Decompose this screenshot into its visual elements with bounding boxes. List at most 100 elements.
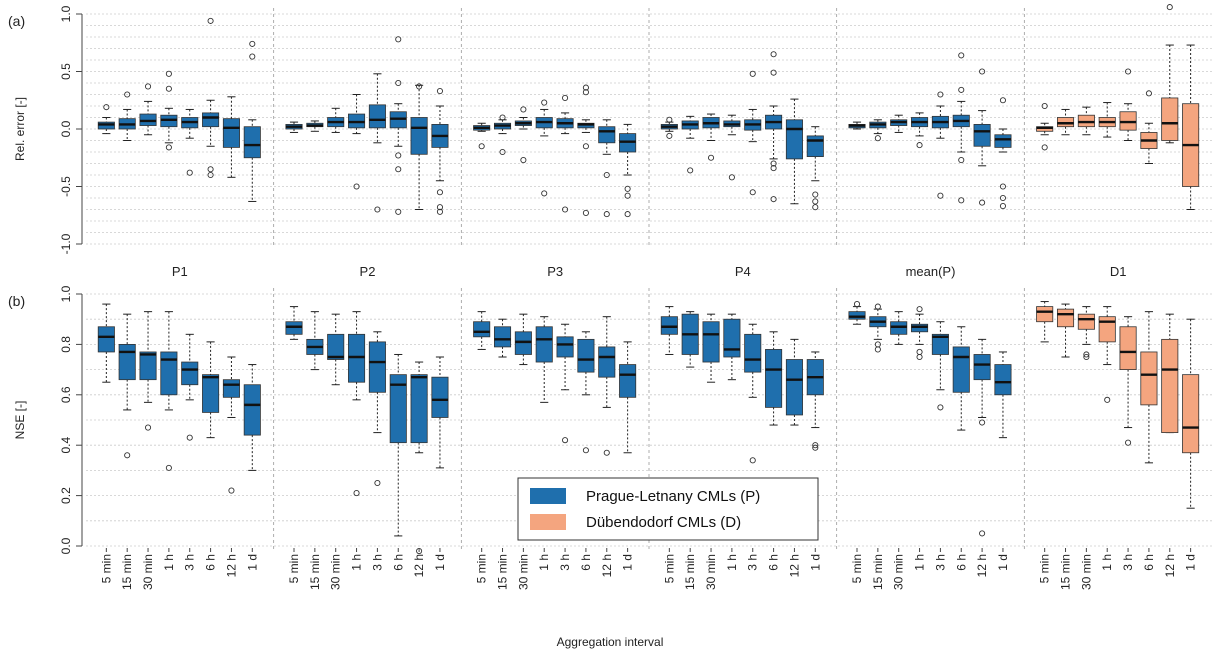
outlier-point (1104, 396, 1111, 403)
x-tick-label: 1 d (1184, 554, 1198, 571)
outlier-point (395, 79, 402, 87)
x-axis-title: Aggregation interval (557, 635, 664, 649)
x-tick-label: 5 min (287, 554, 301, 583)
outlier-point (541, 99, 548, 106)
outlier-point (999, 183, 1007, 190)
outlier-point (582, 447, 589, 454)
x-tick-label: 12 h (975, 554, 989, 577)
y-tick-label: 0.4 (59, 437, 73, 454)
box (389, 374, 407, 444)
outlier-point (416, 83, 423, 90)
x-tick-label: 30 min (892, 554, 906, 590)
outlier-point (624, 185, 631, 192)
group-label: P3 (547, 264, 563, 279)
legend-label: Prague-Letnany CMLs (P) (586, 488, 760, 505)
x-tick-label: 30 min (1079, 554, 1093, 590)
x-tick-label: 1 h (350, 554, 364, 571)
outlier-point (353, 183, 360, 190)
y-tick-label: -0.5 (59, 176, 73, 197)
box (1161, 97, 1179, 141)
box (368, 104, 386, 129)
outlier-point (436, 189, 444, 196)
outlier-point (541, 190, 548, 197)
outlier-point (207, 17, 214, 24)
outlier-point (186, 169, 193, 176)
x-tick-label: 6 h (1142, 554, 1156, 571)
box (535, 326, 553, 363)
outlier-point (207, 166, 214, 173)
outlier-point (874, 346, 881, 353)
outlier-point (207, 171, 214, 179)
box (1182, 374, 1200, 454)
outlier-point (520, 156, 527, 164)
x-tick-label: 5 min (99, 554, 113, 583)
y-tick-label: 0.6 (59, 386, 73, 403)
outlier-point (165, 144, 172, 151)
y-axis-title: Rel. error [-] (13, 97, 27, 161)
outlier-point (603, 211, 610, 218)
box (890, 321, 908, 335)
x-tick-label: 12 h (600, 554, 614, 577)
outlier-point (999, 194, 1007, 202)
box (493, 326, 512, 348)
legend: Prague-Letnany CMLs (P) Dübendodorf CMLs … (517, 477, 819, 541)
panel-label: (a) (8, 13, 25, 29)
outlier-point (666, 132, 673, 139)
outlier-point (249, 53, 256, 60)
x-tick-label: 6 h (391, 554, 405, 571)
box (1161, 338, 1179, 433)
group-label: P1 (172, 264, 188, 279)
x-tick-label: 3 h (183, 554, 197, 571)
group-label: mean(P) (906, 264, 956, 279)
outlier-point (1125, 439, 1132, 446)
box (952, 346, 970, 393)
outlier-point (144, 83, 152, 90)
outlier-point (562, 437, 569, 444)
x-tick-label: 12 h (1163, 554, 1177, 577)
outlier-point (624, 211, 631, 218)
x-tick-label: 5 min (662, 554, 676, 583)
box (1077, 313, 1095, 330)
panel-relative-error: -1.0 -0.5 0.0 0.5 1.0 Rel. error [-] (a) P1 P2 P3… (8, 4, 1212, 279)
y-tick-label: 0.0 (59, 120, 73, 137)
outlier-point (582, 209, 589, 216)
outlier-point (1041, 144, 1048, 151)
outlier-point (228, 487, 235, 494)
x-tick-label: 15 min (683, 554, 697, 590)
box (1036, 306, 1054, 323)
outlier-point (770, 69, 777, 76)
outlier-point (812, 204, 819, 211)
outlier-point (979, 68, 986, 75)
outlier-point (979, 199, 986, 206)
y-tick-label: 0.5 (59, 63, 73, 80)
box (1140, 351, 1158, 406)
outlier-point (1166, 4, 1173, 11)
box (723, 318, 741, 358)
outlier-point (979, 530, 986, 537)
box (598, 126, 616, 144)
outlier-point (770, 196, 777, 203)
outlier-point (436, 204, 444, 211)
box (181, 361, 199, 386)
outlier-point (582, 143, 589, 150)
outlier-point (582, 84, 589, 91)
box (348, 333, 366, 383)
x-tick-label: 1 h (725, 554, 739, 571)
panel-label: (b) (8, 293, 25, 309)
x-tick-label: 1 d (433, 554, 447, 571)
outlier-point (770, 160, 777, 167)
box (931, 333, 949, 355)
outlier-point (687, 167, 694, 174)
outlier-point (770, 165, 777, 172)
box (514, 331, 532, 355)
y-tick-label: 0.8 (59, 336, 73, 353)
group-label: P4 (735, 264, 751, 279)
outlier-point (165, 85, 172, 92)
outlier-point (395, 36, 402, 43)
outlier-point (436, 208, 444, 215)
box (202, 374, 220, 413)
x-tick-label: 3 h (746, 554, 760, 571)
outlier-point (958, 197, 965, 204)
box (285, 321, 303, 335)
x-tick-label: 3 h (558, 554, 572, 571)
